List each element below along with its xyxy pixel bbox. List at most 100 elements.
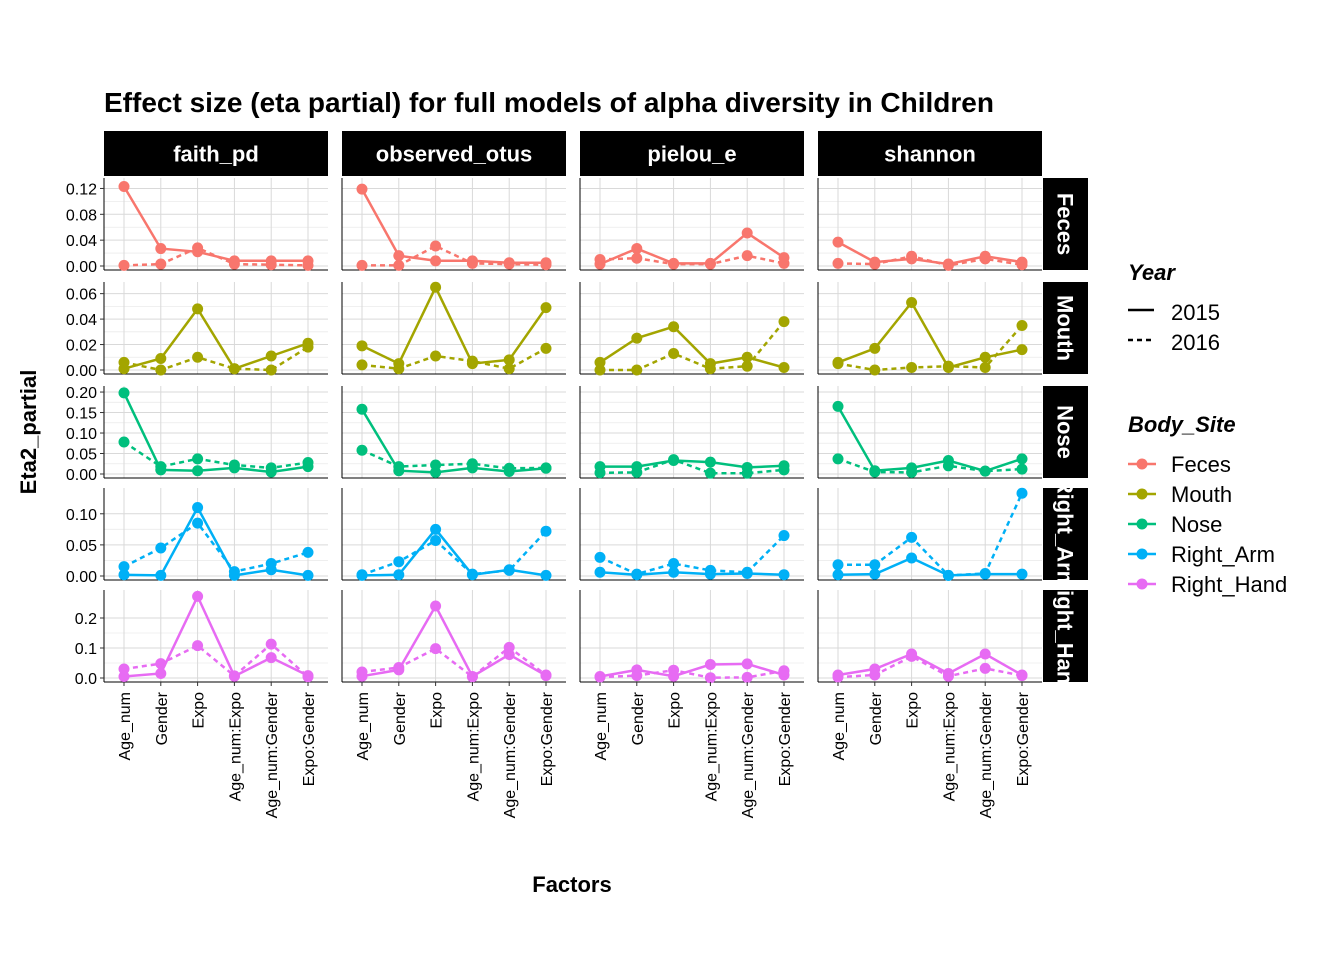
- data-point-Nose-faith_pd-2016-Expo:Gender: [302, 457, 314, 469]
- x-tick-label: Age_num:Gender: [740, 691, 757, 818]
- data-point-Nose-observed_otus-2016-Expo: [430, 459, 442, 471]
- data-point-Right_Arm-shannon-2015-Age_num: [832, 569, 844, 581]
- series-line-Right_Arm-shannon-2016: [838, 492, 1024, 577]
- strip-label-group: Right_Hand: [1053, 590, 1078, 682]
- y-tick-label: 0.08: [66, 207, 97, 224]
- data-point-Mouth-shannon-2015-Expo: [906, 297, 918, 309]
- data-point-Right_Hand-shannon-2016-Gender: [869, 669, 881, 681]
- data-point-Mouth-observed_otus-2016-Expo:Gender: [540, 342, 552, 354]
- data-point-Right_Hand-shannon-2016-Age_num:Gender: [979, 662, 991, 674]
- data-point-Nose-pielou_e-2016-Age_num: [594, 467, 606, 479]
- data-point-Feces-pielou_e-2016-Expo: [668, 258, 680, 270]
- data-point-Right_Arm-faith_pd-2016-Expo: [192, 517, 204, 529]
- data-point-Mouth-faith_pd-2016-Age_num:Expo: [228, 363, 240, 375]
- strip-Feces: [1043, 178, 1088, 270]
- x-tick-label: Age_num:Gender: [264, 691, 281, 818]
- panel-Feces-observed_otus: [341, 178, 566, 271]
- y-axis-title: Eta2_partial: [16, 370, 41, 495]
- data-point-Right_Hand-pielou_e-2016-Age_num: [594, 671, 606, 683]
- x-tick-label: Expo: [667, 692, 684, 729]
- data-point-Feces-faith_pd-2016-Expo: [192, 242, 204, 254]
- data-point-Right_Arm-faith_pd-2015-Expo:Gender: [302, 569, 314, 581]
- data-point-Mouth-faith_pd-2016-Gender: [155, 364, 167, 376]
- x-axis-title: Factors: [532, 872, 611, 897]
- strips-layer: faith_pd observed_otus pielou_e shannon Fece…: [104, 131, 1088, 682]
- data-point-Right_Arm-shannon-2015-Expo:Gender: [1016, 568, 1028, 580]
- data-point-Nose-observed_otus-2016-Gender: [393, 461, 405, 473]
- panel-background: [342, 386, 566, 478]
- data-point-Nose-faith_pd-2015-Age_num: [118, 387, 130, 399]
- panel-background: [580, 488, 804, 580]
- data-point-Right_Arm-faith_pd-2015-Age_num: [118, 569, 130, 581]
- data-point-Right_Hand-observed_otus-2015-Expo: [430, 600, 442, 612]
- x-tick-label: Expo:Gender: [301, 691, 318, 786]
- y-tick-label: 0.15: [66, 406, 97, 423]
- series-line-Right_Arm-pielou_e-2015: [599, 571, 785, 577]
- y-tick-label: 0.0: [75, 671, 97, 688]
- data-point-Feces-observed_otus-2016-Age_num: [356, 259, 368, 271]
- panel-Feces-faith_pd: [103, 178, 328, 271]
- data-point-Right_Arm-observed_otus-2016-Age_num:Expo: [466, 568, 478, 580]
- data-point-Right_Arm-pielou_e-2016-Expo:Gender: [778, 530, 790, 542]
- data-point-Right_Arm-pielou_e-2015-Expo: [668, 566, 680, 578]
- data-point-Right_Arm-pielou_e-2016-Age_num:Gender: [741, 566, 753, 578]
- panel-background: [580, 178, 804, 270]
- data-point-Feces-faith_pd-2016-Gender: [155, 258, 167, 270]
- series-line-Nose-shannon-2016: [837, 457, 1023, 474]
- data-point-Mouth-observed_otus-2015-Age_num: [356, 340, 368, 352]
- data-point-Right_Hand-observed_otus-2016-Age_num:Expo: [466, 671, 478, 683]
- data-point-Feces-shannon-2016-Age_num:Expo: [942, 259, 954, 271]
- data-point-Right_Arm-shannon-2015-Expo: [906, 552, 918, 564]
- data-point-Feces-faith_pd-2016-Age_num:Gender: [265, 259, 277, 271]
- data-point-Nose-pielou_e-2016-Gender: [631, 466, 643, 478]
- data-point-Nose-shannon-2016-Age_num:Gender: [979, 465, 991, 477]
- series-line-Feces-observed_otus-2016: [362, 244, 547, 267]
- chart-title: Effect size (eta partial) for full model…: [104, 87, 994, 118]
- data-point-Feces-shannon-2016-Gender: [869, 258, 881, 270]
- x-tick-label: Age_num: [831, 692, 848, 761]
- y-tick-label: 0.06: [66, 287, 97, 304]
- data-point-Right_Hand-pielou_e-2015-Age_num:Expo: [704, 659, 716, 670]
- panel-background: [104, 488, 328, 580]
- data-point-Nose-pielou_e-2016-Expo:Gender: [778, 464, 790, 476]
- data-point-Right_Arm-pielou_e-2016-Gender: [631, 568, 643, 580]
- y-tick-label: 0.10: [66, 426, 97, 443]
- data-point-Nose-shannon-2016-Expo:Gender: [1016, 463, 1028, 475]
- data-point-Nose-faith_pd-2016-Age_num: [118, 436, 130, 448]
- data-point-Feces-observed_otus-2016-Age_num:Expo: [466, 257, 478, 269]
- data-point-Nose-faith_pd-2016-Expo: [192, 453, 204, 465]
- strip-Mouth: [1043, 282, 1088, 374]
- data-point-Right_Arm-observed_otus-2016-Age_num: [356, 569, 368, 581]
- data-point-Right_Arm-pielou_e-2016-Expo: [668, 558, 680, 570]
- series-line-Mouth-shannon-2016: [837, 324, 1023, 372]
- data-point-Mouth-faith_pd-2016-Age_num:Gender: [265, 364, 277, 376]
- series-line-Nose-faith_pd-2015: [122, 392, 309, 474]
- x-tick-label: Gender: [392, 691, 409, 745]
- series-line-Nose-observed_otus-2016: [361, 449, 547, 470]
- data-point-Feces-faith_pd-2016-Expo:Gender: [302, 259, 314, 271]
- y-tick-label: 0.04: [66, 233, 97, 250]
- data-point-Feces-pielou_e-2016-Gender: [631, 252, 643, 264]
- data-point-Nose-pielou_e-2016-Expo: [668, 454, 680, 466]
- panel-background: [580, 282, 804, 374]
- panel-Mouth-pielou_e: [579, 282, 804, 375]
- y-tick-label: 0.02: [66, 338, 97, 355]
- panel-Mouth-shannon: [817, 282, 1042, 375]
- panels-layer: [103, 178, 1042, 684]
- panel-background: [818, 282, 1042, 374]
- panel-background: [104, 386, 328, 478]
- x-tick-label: Age_num:Gender: [978, 691, 995, 818]
- data-point-Right_Hand-pielou_e-2016-Expo:Gender: [778, 665, 790, 677]
- data-point-Feces-pielou_e-2015-Age_num:Gender: [741, 227, 753, 239]
- data-point-Right_Arm-observed_otus-2016-Expo:Gender: [540, 525, 552, 537]
- data-point-Right_Hand-faith_pd-2016-Gender: [155, 658, 167, 670]
- data-point-Nose-faith_pd-2016-Age_num:Expo: [228, 459, 240, 471]
- data-point-Right_Hand-faith_pd-2016-Expo:Gender: [302, 671, 314, 683]
- panel-Right_Arm-faith_pd: [103, 488, 328, 581]
- data-point-Right_Arm-observed_otus-2016-Gender: [393, 556, 405, 568]
- legend-label-Nose: Nose: [1171, 512, 1222, 537]
- x-tick-label: Age_num: [117, 692, 134, 761]
- strip-Right_Hand: [1043, 590, 1088, 682]
- data-point-Right_Arm-shannon-2015-Gender: [869, 568, 881, 580]
